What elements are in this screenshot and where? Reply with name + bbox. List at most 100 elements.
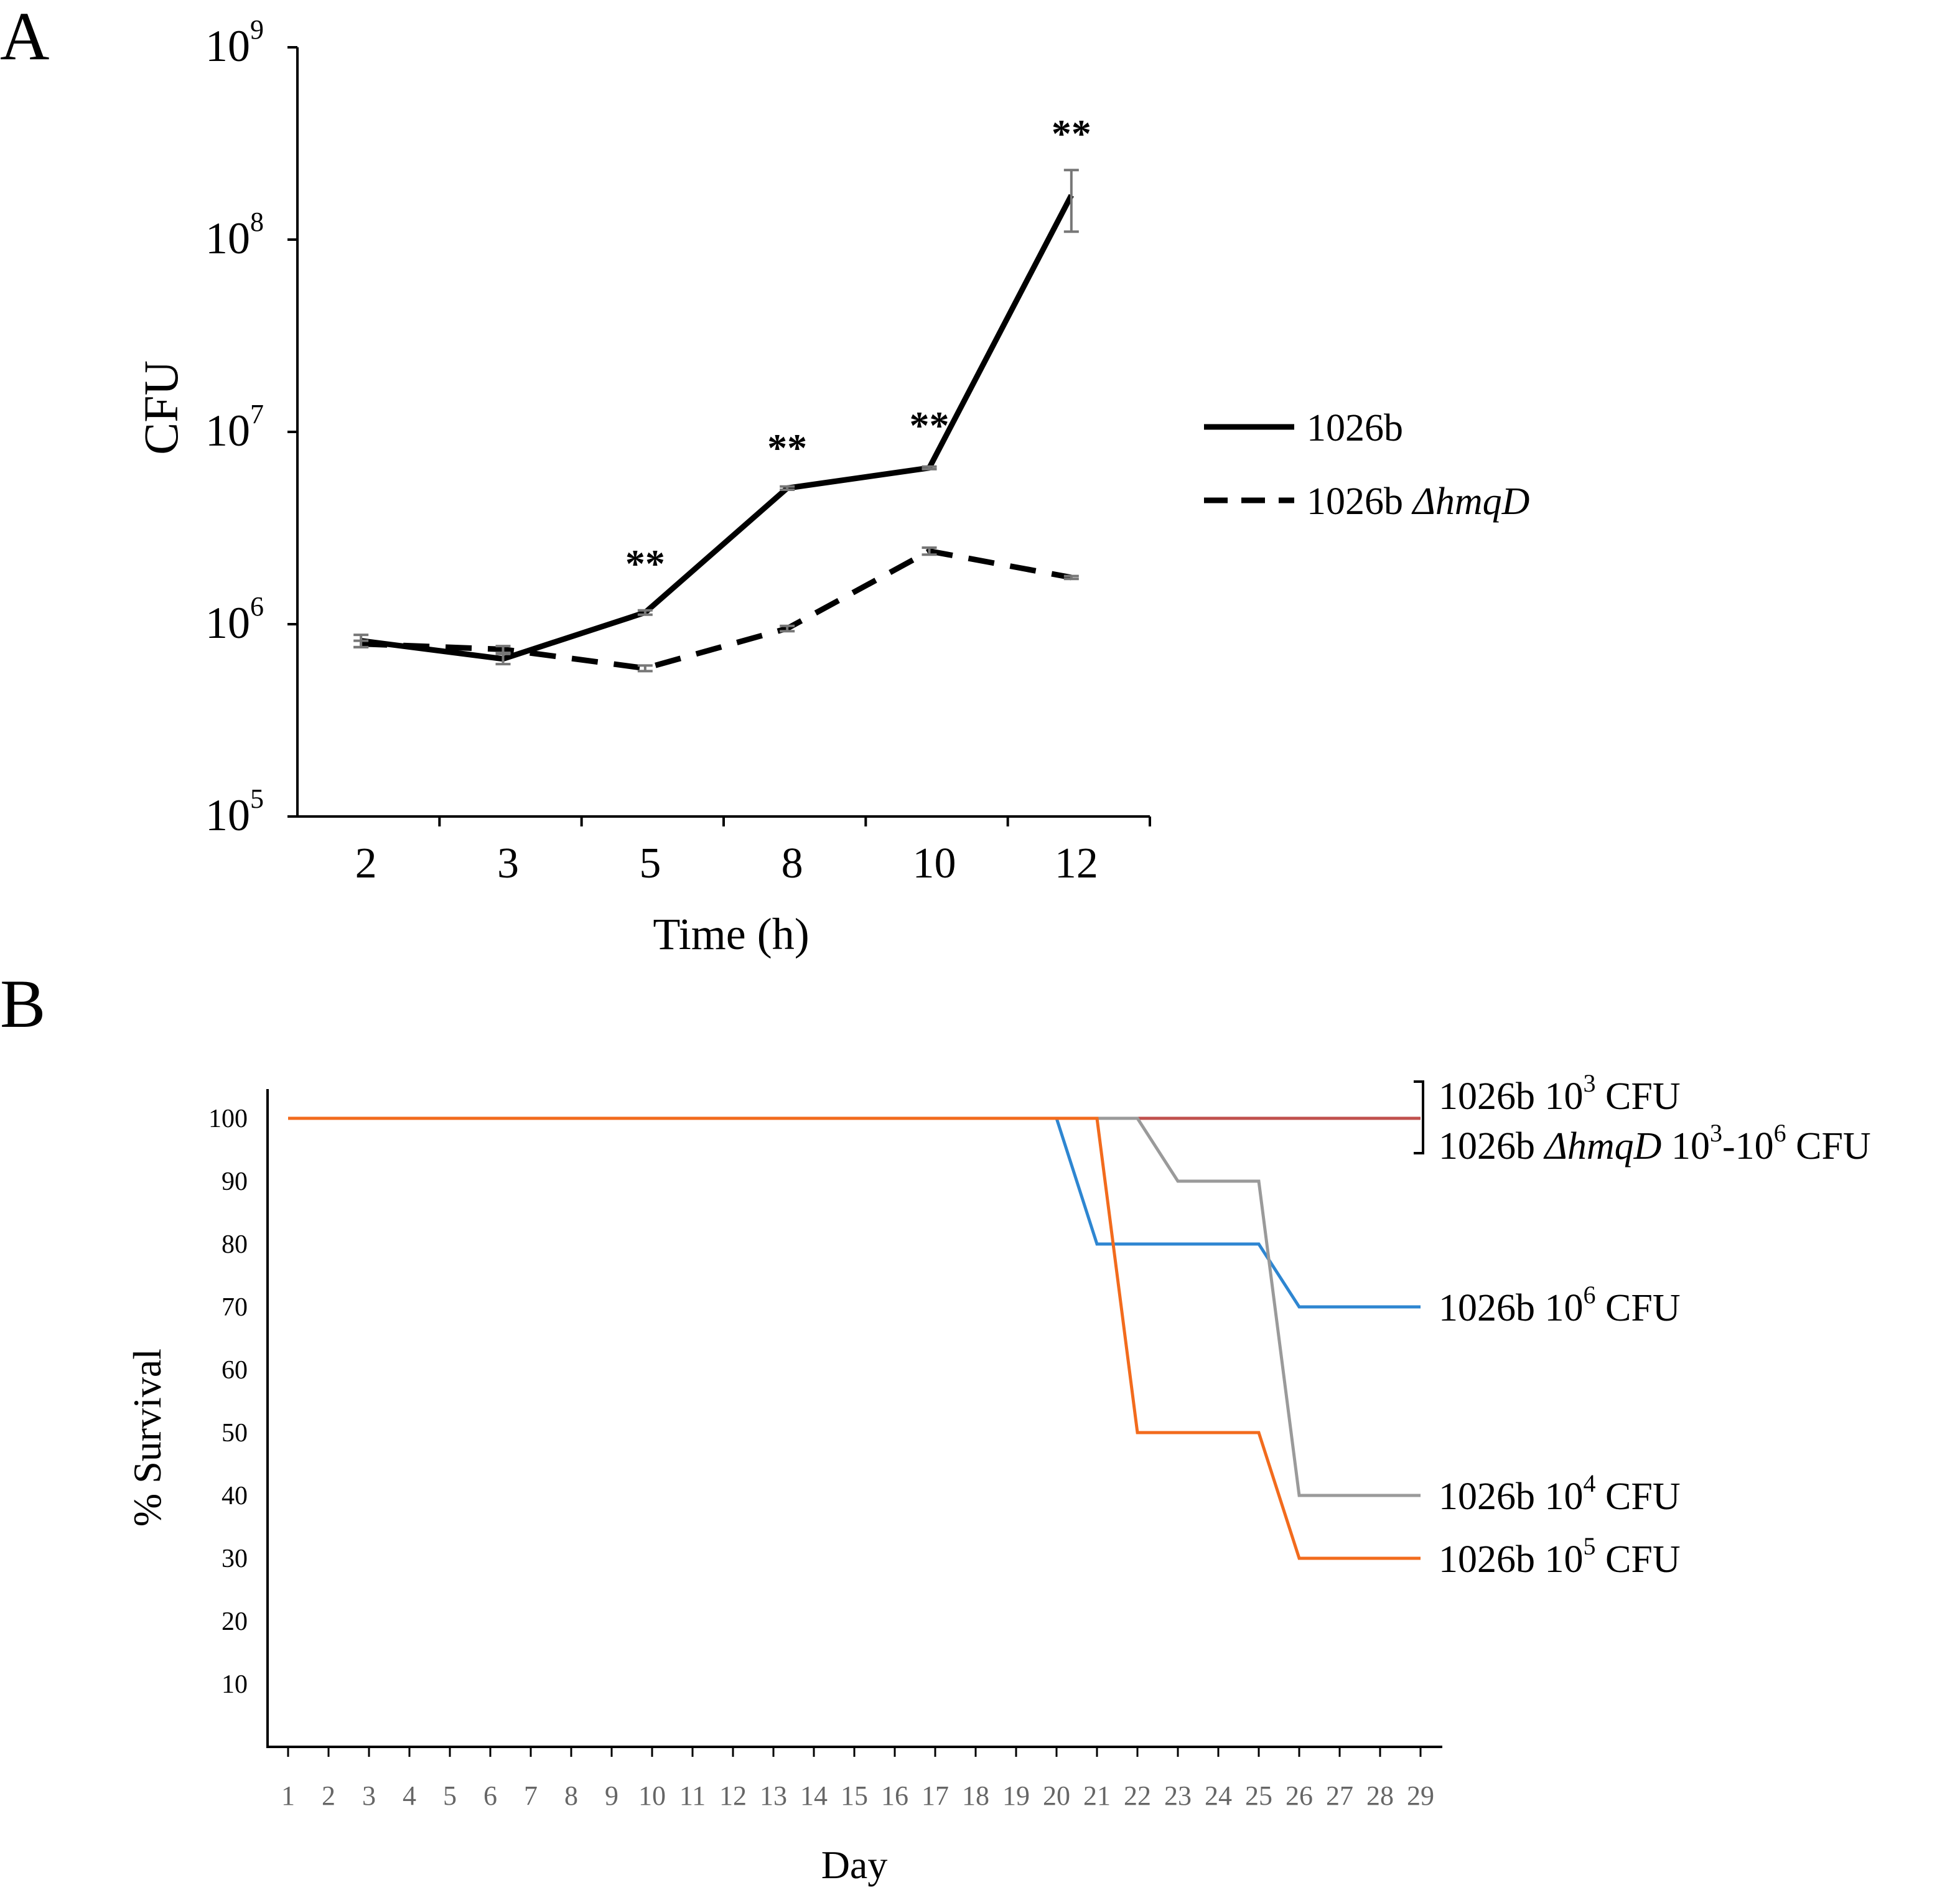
significance-marker: ** (1052, 111, 1091, 156)
chart-a-y-tick-label: 108 (205, 207, 264, 263)
chart-b-y-tick-label: 100 (208, 1105, 248, 1133)
chart-b-y-tick-label: 30 (222, 1545, 248, 1573)
label-sup: 3 (1584, 1069, 1596, 1097)
chart-b-x-label: Day (821, 1843, 888, 1887)
legend-text: 1026b (1307, 480, 1413, 523)
chart-b-x-tick-label: 2 (322, 1780, 335, 1811)
chart-b-x-tick-label: 10 (638, 1780, 666, 1811)
chart-b-x-tick-label: 25 (1245, 1780, 1272, 1811)
chart-a-x-tick-label: 5 (639, 840, 661, 887)
label-text: 1026b 10 (1439, 1075, 1584, 1118)
label-1026b-hmqd: 1026b ΔhmqD 103-106 CFU (1439, 1119, 1871, 1167)
chart-b-x-tick-label: 6 (483, 1780, 497, 1811)
label-text: CFU (1596, 1476, 1681, 1518)
panel-a-label: A (0, 0, 49, 74)
chart-a-x-tick-label: 3 (497, 840, 519, 887)
chart-a-y-tick-label: 106 (205, 591, 264, 648)
tick-exponent: 9 (250, 14, 264, 45)
tick-base: 10 (205, 21, 250, 71)
chart-b-x-tick-label: 21 (1083, 1780, 1111, 1811)
label-text: CFU (1596, 1538, 1681, 1581)
label-text: 1026b 10 (1439, 1476, 1584, 1518)
label-sup: 5 (1584, 1532, 1596, 1560)
legend-label-1026b: 1026b (1307, 407, 1403, 449)
legend-text: 1026b (1307, 407, 1403, 449)
chart-b-x-tick-label: 29 (1407, 1780, 1434, 1811)
chart-b-x-tick-label: 14 (800, 1780, 828, 1811)
chart-b-x-tick-label: 18 (962, 1780, 989, 1811)
label-text: -10 (1722, 1125, 1774, 1167)
chart-b-x-tick-label: 13 (760, 1780, 787, 1811)
chart-b-x-tick-label: 3 (362, 1780, 376, 1811)
chart-b-y-tick-label: 70 (222, 1293, 248, 1322)
chart-b-x-tick-label: 11 (679, 1780, 706, 1811)
chart-b-x-tick-label: 15 (841, 1780, 868, 1811)
tick-base: 10 (205, 598, 250, 648)
chart-b-x-tick-label: 22 (1124, 1780, 1151, 1811)
tick-base: 10 (205, 213, 250, 263)
series-10-6-line (288, 1116, 1421, 1309)
series-10-5-line (288, 1116, 1421, 1560)
chart-b-x-tick-label: 28 (1366, 1780, 1394, 1811)
chart-b-y-tick-label: 90 (222, 1167, 248, 1196)
label-sup: 4 (1584, 1469, 1596, 1497)
label-1026b-10-3: 1026b 103 CFU (1439, 1069, 1681, 1118)
chart-b-y-tick-label: 40 (222, 1482, 248, 1510)
label-1026b-10-5: 1026b 105 CFU (1439, 1532, 1681, 1581)
series-1026b-line (360, 194, 1074, 662)
label-sup: 3 (1710, 1119, 1722, 1147)
label-1026b-10-6: 1026b 106 CFU (1439, 1281, 1681, 1329)
chart-b-x-tick-label: 24 (1205, 1780, 1232, 1811)
tick-exponent: 5 (250, 784, 264, 814)
chart-b-x-tick-label: 19 (1002, 1780, 1030, 1811)
tick-base: 10 (205, 790, 250, 840)
significance-marker: ** (767, 426, 807, 470)
chart-b-x-tick-label: 26 (1286, 1780, 1313, 1811)
chart-b-x-tick-label: 16 (881, 1780, 908, 1811)
chart-b-x-tick-label: 1 (281, 1780, 295, 1811)
significance-marker: ** (625, 541, 665, 586)
chart-b-y-tick-label: 80 (222, 1230, 248, 1259)
label-text: CFU (1596, 1075, 1681, 1118)
label-text: CFU (1786, 1125, 1871, 1167)
label-text: 1026b (1439, 1125, 1545, 1167)
series-10-4-line (288, 1116, 1421, 1497)
chart-a-x-tick-label: 12 (1055, 840, 1098, 887)
chart-b-x-tick-label: 9 (605, 1780, 618, 1811)
chart-b-x-tick-label: 20 (1043, 1780, 1070, 1811)
tick-exponent: 7 (250, 399, 264, 429)
label-text: 10 (1661, 1125, 1710, 1167)
chart-a-y-tick-label: 107 (205, 399, 264, 456)
panel-b-label: B (0, 966, 45, 1042)
tick-base: 10 (205, 406, 250, 456)
chart-b-y-tick-label: 50 (222, 1419, 248, 1448)
label-italic: ΔhmqD (1543, 1125, 1662, 1167)
chart-b-x-tick-label: 17 (922, 1780, 949, 1811)
chart-b-x-tick-label: 7 (524, 1780, 538, 1811)
chart-b-x-tick-label: 23 (1164, 1780, 1192, 1811)
chart-a-x-tick-label: 10 (913, 840, 956, 887)
chart-a-x-tick-label: 2 (355, 840, 377, 887)
label-text: CFU (1596, 1287, 1681, 1329)
chart-b-x-tick-label: 27 (1326, 1780, 1353, 1811)
chart-a-y-label: CFU (134, 360, 188, 455)
label-text: 1026b 10 (1439, 1287, 1584, 1329)
label-sup: 6 (1584, 1281, 1596, 1309)
label-1026b-10-4: 1026b 104 CFU (1439, 1469, 1681, 1518)
chart-b: 1 2 3 4 5 6 7 8 9 10 11 12 13 14 15 16 17 18 19 20 21 22 23 24 2… (125, 1069, 1871, 1887)
chart-b-x-tick-label: 4 (403, 1780, 416, 1811)
legend-text-italic: ΔhmqD (1411, 480, 1530, 523)
legend-label-1026b-hmqd: 1026b ΔhmqD (1307, 480, 1529, 523)
chart-b-y-tick-label: 20 (222, 1607, 248, 1636)
chart-a-legend: 1026b 1026b ΔhmqD (1204, 407, 1529, 523)
chart-a-x-tick-label: 8 (782, 840, 803, 887)
series-1026b-hmqd-line (360, 548, 1072, 671)
label-text: 1026b 10 (1439, 1538, 1584, 1581)
chart-b-y-tick-label: 10 (222, 1670, 248, 1699)
chart-b-y-tick-label: 60 (222, 1356, 248, 1385)
tick-exponent: 6 (250, 591, 264, 622)
tick-exponent: 8 (250, 207, 264, 237)
chart-a-x-label: Time (h) (653, 909, 809, 959)
